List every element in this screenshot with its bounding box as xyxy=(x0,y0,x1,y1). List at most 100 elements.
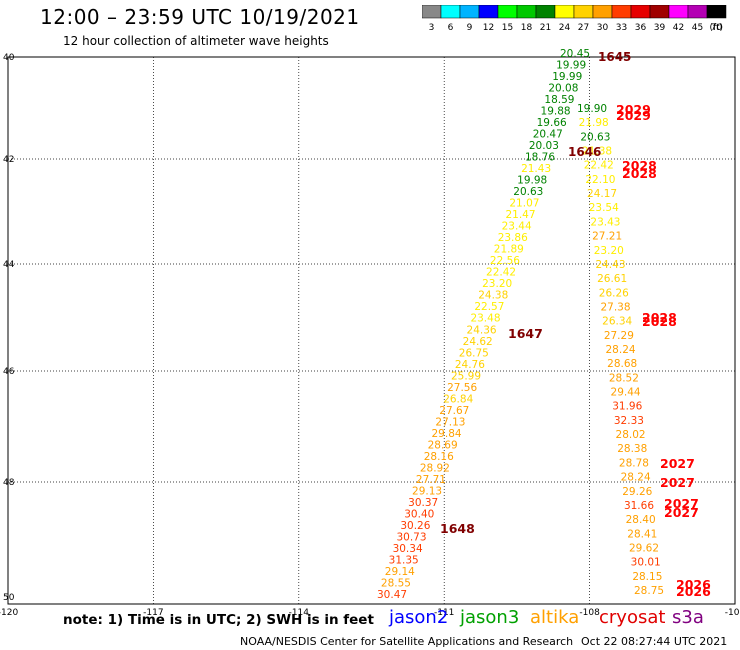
swh-value: 23.20 xyxy=(482,278,512,290)
lat-tick-label: 48 xyxy=(3,478,15,488)
pass-time-label: 2027 xyxy=(660,475,695,490)
swh-value: 24.17 xyxy=(587,188,617,200)
lat-tick-label: 44 xyxy=(3,260,15,270)
legend-label: 21 xyxy=(540,23,551,33)
page-subtitle: 12 hour collection of altimeter wave hei… xyxy=(63,34,329,48)
units-note: note: 1) Time is in UTC; 2) SWH is in fe… xyxy=(63,612,374,628)
swh-value: 32.33 xyxy=(614,415,644,427)
pass-labels: 1647164820292029202820282028202820272027… xyxy=(440,102,711,599)
swh-value: 28.41 xyxy=(627,528,657,540)
legend-label: 70 xyxy=(711,23,723,33)
map-frame: -120 -117 -114 -111 -108 -105 40 42 44 46 48 50 xyxy=(0,53,740,618)
swh-value: 20.47 xyxy=(533,129,563,141)
pass-time-label: 2026 xyxy=(676,584,711,599)
legend-jason3: jason3 xyxy=(460,607,520,628)
swh-value: 26.34 xyxy=(602,316,632,328)
swh-value: 18.76 xyxy=(525,152,555,164)
lat-tick-label: 46 xyxy=(3,367,15,377)
swh-value: 31.96 xyxy=(612,401,642,413)
swh-value: 18.59 xyxy=(544,94,574,106)
swh-value: 22.56 xyxy=(490,255,520,267)
swh-value: 21.07 xyxy=(509,198,539,210)
swh-value: 23.86 xyxy=(498,232,528,244)
swh-value: 20.45 xyxy=(560,48,590,60)
pass-time-label: 1648 xyxy=(440,521,475,536)
legend-altika: altika xyxy=(530,607,580,628)
swh-value: 28.24 xyxy=(621,472,651,484)
footer-credit: NOAA/NESDIS Center for Satellite Applica… xyxy=(240,635,574,648)
swh-value: 19.99 xyxy=(556,60,586,72)
legend-label: 12 xyxy=(483,23,494,33)
swh-value: 23.43 xyxy=(590,216,620,228)
swh-value: 22.42 xyxy=(486,267,516,279)
pass-time-label: 2027 xyxy=(664,505,699,520)
lat-tick-label: 50 xyxy=(3,593,15,603)
swh-value: 23.48 xyxy=(470,313,500,325)
swh-value: 27.13 xyxy=(435,416,465,428)
swh-value: 28.02 xyxy=(616,429,646,441)
legend-label: 39 xyxy=(654,23,666,33)
swh-value: 28.55 xyxy=(381,577,411,589)
swh-value: 24.62 xyxy=(463,336,493,348)
swh-value: 20.08 xyxy=(548,83,578,95)
swh-value: 30.47 xyxy=(377,589,407,601)
legend-label: 45 xyxy=(692,23,703,33)
swh-value: 21.47 xyxy=(505,209,535,221)
swh-value: 19.90 xyxy=(577,103,607,115)
swh-value: 22.42 xyxy=(584,160,614,172)
legend-label: 3 xyxy=(429,23,435,33)
pass-time-label: 2027 xyxy=(664,496,699,511)
swh-value: 31.66 xyxy=(624,500,654,512)
swh-value: 28.52 xyxy=(609,372,639,384)
lat-tick-label: 40 xyxy=(3,53,15,63)
swh-value: 30.40 xyxy=(404,508,434,520)
legend-label: 42 xyxy=(673,23,684,33)
swh-value: 29.14 xyxy=(385,566,415,578)
swh-value: 26.84 xyxy=(443,393,473,405)
pass-time-label: 2029 xyxy=(616,108,651,123)
track-1646: 19.90 21.98 20.63 21.38 22.42 22.10 24.17 23.54… xyxy=(568,103,664,597)
swh-value: 27.38 xyxy=(600,301,630,313)
color-legend: 3 6 9 12 15 18 21 24 27 30 33 36 39 42 45 70(ft) xyxy=(422,5,727,33)
swh-value: 21.43 xyxy=(521,163,551,175)
swh-value: 26.75 xyxy=(459,347,489,359)
swh-value: 27.71 xyxy=(416,474,446,486)
pass-time-label: 2028 xyxy=(622,166,657,181)
swh-value: 21.38 xyxy=(582,146,612,158)
pass-time-label: 2028 xyxy=(642,314,677,329)
swh-value: 29.13 xyxy=(412,485,442,497)
swh-value: 23.54 xyxy=(589,202,619,214)
swh-value: 23.20 xyxy=(594,245,624,257)
swh-value: 21.98 xyxy=(579,117,609,129)
swh-value: 23.44 xyxy=(502,221,532,233)
track-1645: 20.4519.9919.9920.0818.5919.8819.6620.47… xyxy=(377,48,631,601)
swh-value: 28.40 xyxy=(626,514,656,526)
swh-value: 27.56 xyxy=(447,382,477,394)
swh-value: 30.34 xyxy=(393,543,423,555)
pass-time-label: 1647 xyxy=(508,326,543,341)
lon-tick-label: -117 xyxy=(143,608,163,618)
swh-value: 26.61 xyxy=(597,273,627,285)
swh-value: 21.89 xyxy=(494,244,524,256)
swh-value: 25.99 xyxy=(451,370,481,382)
pass-time-label: 2029 xyxy=(616,102,651,117)
swh-value: 28.24 xyxy=(606,344,636,356)
lon-tick-label: -120 xyxy=(0,608,18,618)
swh-value: 19.99 xyxy=(552,71,582,83)
swh-value: 22.57 xyxy=(474,301,504,313)
legend-jason2: jason2 xyxy=(389,607,449,628)
legend-label: 15 xyxy=(502,23,513,33)
page-title: 12:00 – 23:59 UTC 10/19/2021 xyxy=(40,5,360,29)
swh-value: 24.76 xyxy=(455,359,485,371)
pass-time-label: 2027 xyxy=(660,456,695,471)
swh-value: 24.38 xyxy=(478,290,508,302)
swh-value: 30.73 xyxy=(396,531,426,543)
swh-value: 26.26 xyxy=(599,287,629,299)
lat-tick-label: 42 xyxy=(3,155,14,165)
swh-value: 20.63 xyxy=(513,186,543,198)
legend-unit: (ft) xyxy=(709,23,723,33)
lon-tick-label: -105 xyxy=(725,608,740,618)
pass-time-label: 2026 xyxy=(676,577,711,592)
swh-value: 28.92 xyxy=(420,462,450,474)
